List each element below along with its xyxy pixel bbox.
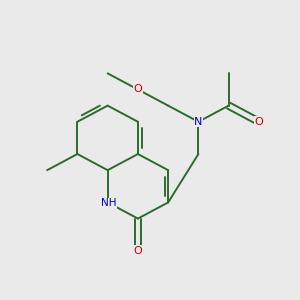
Text: NH: NH bbox=[101, 198, 116, 208]
Text: O: O bbox=[134, 246, 142, 256]
Text: N: N bbox=[194, 117, 202, 127]
Text: O: O bbox=[134, 85, 142, 94]
Text: O: O bbox=[254, 117, 263, 127]
